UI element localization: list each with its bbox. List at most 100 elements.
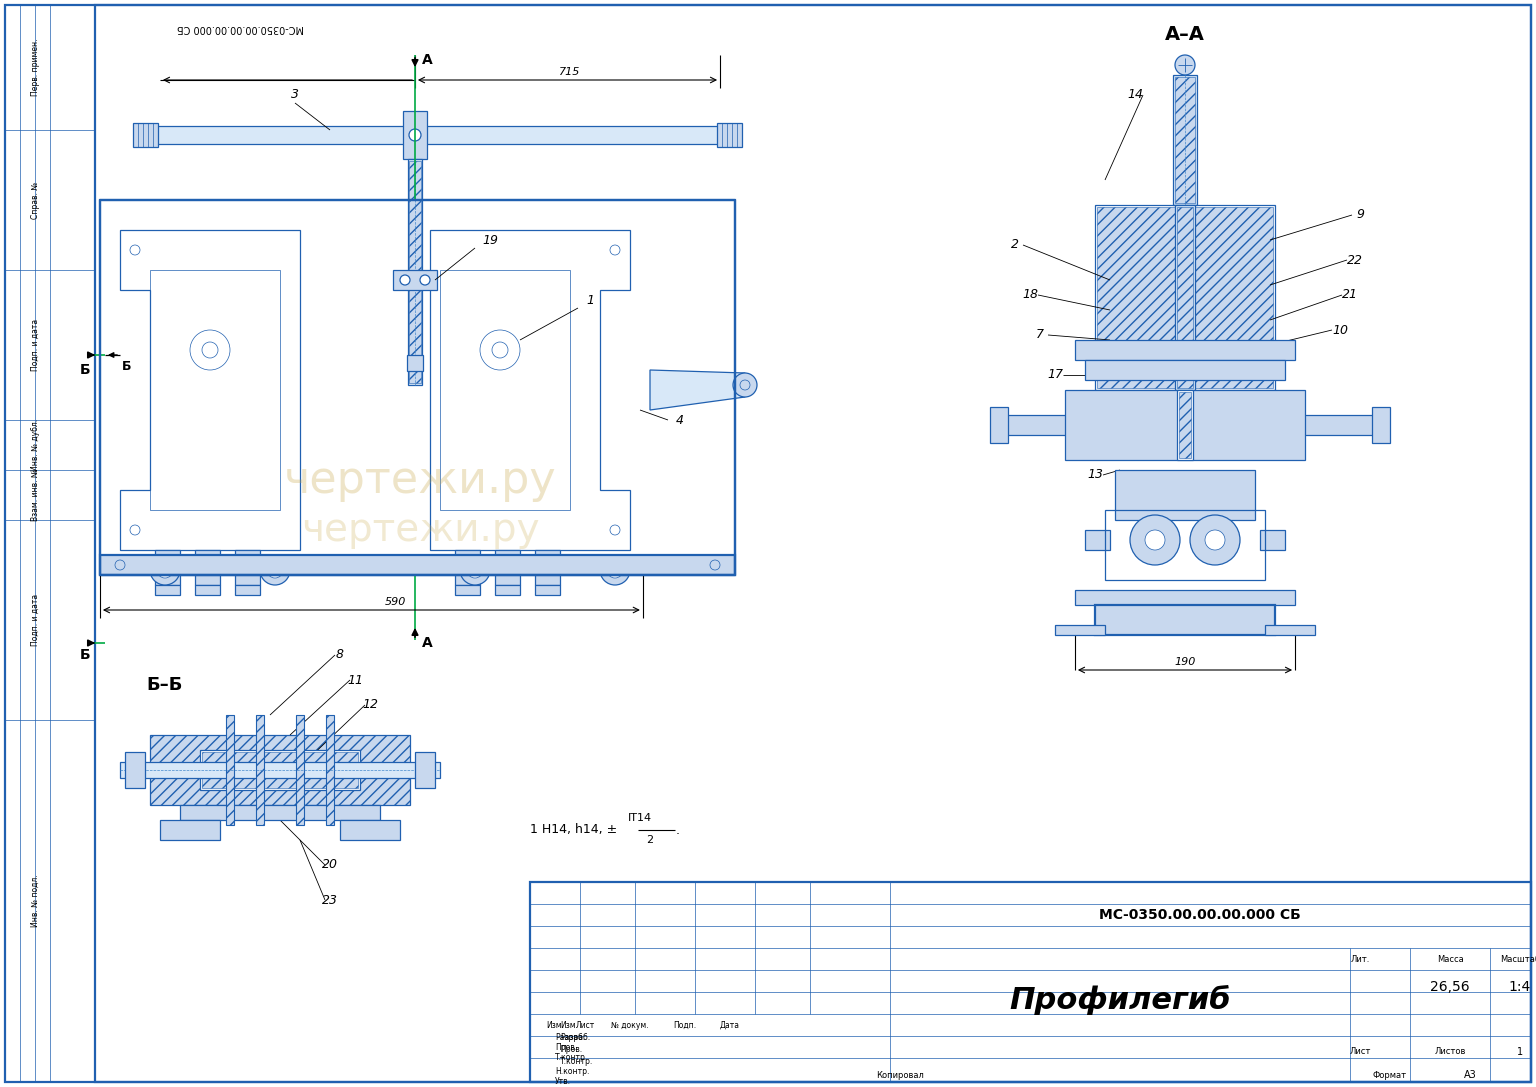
Text: Профилегиб: Профилегиб: [1009, 985, 1230, 1015]
Circle shape: [467, 562, 482, 578]
Text: 2: 2: [1011, 238, 1018, 251]
Text: Взам. инв. №: Взам. инв. №: [31, 470, 40, 521]
Bar: [1174, 75, 1197, 205]
Text: Т.контр.: Т.контр.: [561, 1057, 593, 1065]
Bar: [1175, 77, 1195, 203]
Circle shape: [607, 562, 624, 578]
Text: Подп. и дата: Подп. и дата: [31, 594, 40, 646]
Bar: [124, 752, 144, 788]
Text: 23: 23: [323, 894, 338, 907]
Text: 12: 12: [362, 699, 378, 712]
Bar: [495, 550, 521, 585]
Bar: [326, 715, 333, 825]
Text: 10: 10: [1332, 324, 1349, 337]
Bar: [120, 762, 439, 778]
Bar: [257, 715, 264, 825]
Bar: [535, 550, 561, 585]
Bar: [991, 407, 1008, 443]
Text: Изм.: Изм.: [561, 1021, 578, 1029]
Text: А: А: [421, 53, 432, 67]
Bar: [195, 550, 220, 585]
Bar: [134, 123, 158, 147]
Circle shape: [157, 562, 174, 578]
Circle shape: [1190, 515, 1240, 565]
Circle shape: [601, 555, 630, 585]
Bar: [160, 820, 220, 840]
Bar: [1055, 625, 1104, 635]
Bar: [455, 585, 479, 595]
Text: МС-0350.00.00.00.000 СБ: МС-0350.00.00.00.000 СБ: [177, 23, 304, 33]
Bar: [1177, 207, 1193, 388]
Text: Инв. № подл.: Инв. № подл.: [31, 875, 40, 927]
Bar: [1095, 205, 1275, 390]
Bar: [1095, 605, 1275, 635]
Text: IT14: IT14: [628, 813, 653, 823]
Text: Лист: Лист: [1349, 1048, 1370, 1057]
Text: Пров.: Пров.: [554, 1042, 578, 1051]
Text: 9: 9: [1356, 209, 1364, 222]
Text: 17: 17: [1048, 368, 1063, 382]
Circle shape: [267, 562, 283, 578]
Text: чертежи.ру: чертежи.ру: [284, 459, 556, 501]
Bar: [530, 882, 1531, 1082]
Text: Лит.: Лит.: [1350, 954, 1370, 963]
Text: Пров.: Пров.: [561, 1045, 582, 1053]
Bar: [235, 550, 260, 585]
Text: 1: 1: [587, 293, 594, 307]
Circle shape: [459, 555, 490, 585]
Text: Разраб.: Разраб.: [554, 1033, 585, 1041]
Circle shape: [419, 275, 430, 285]
Bar: [455, 550, 479, 585]
Text: Изм.: Изм.: [545, 1021, 564, 1029]
Bar: [535, 585, 561, 595]
Text: 13: 13: [1087, 468, 1103, 482]
Circle shape: [151, 555, 180, 585]
Bar: [235, 585, 260, 595]
Bar: [1064, 390, 1306, 460]
Bar: [1372, 407, 1390, 443]
Bar: [203, 752, 358, 788]
Text: 190: 190: [1175, 657, 1195, 667]
Circle shape: [733, 373, 757, 397]
Text: 8: 8: [336, 649, 344, 662]
Bar: [1175, 205, 1195, 390]
Bar: [393, 270, 438, 290]
Text: Подп. и дата: Подп. и дата: [31, 318, 40, 371]
Text: Б: Б: [80, 648, 91, 662]
Text: Утв.: Утв.: [554, 1076, 571, 1086]
Text: 19: 19: [482, 234, 498, 247]
Text: .: .: [676, 824, 680, 837]
Text: чертежи.ру: чертежи.ру: [301, 511, 539, 549]
Text: Б: Б: [80, 363, 91, 377]
Bar: [1177, 390, 1193, 460]
Bar: [407, 355, 422, 371]
Text: Дата: Дата: [720, 1021, 740, 1029]
Bar: [409, 161, 421, 383]
Circle shape: [1130, 515, 1180, 565]
Text: № докум.: № докум.: [611, 1021, 648, 1029]
Bar: [151, 270, 280, 510]
Text: 715: 715: [559, 67, 581, 77]
Bar: [1097, 207, 1273, 388]
Text: 26,56: 26,56: [1430, 980, 1470, 994]
Circle shape: [1144, 530, 1164, 550]
Text: 3: 3: [290, 88, 300, 101]
Text: 21: 21: [1342, 288, 1358, 301]
Text: Листов: Листов: [1435, 1048, 1465, 1057]
Bar: [1075, 590, 1295, 605]
Text: А3: А3: [1464, 1070, 1476, 1080]
Bar: [1084, 360, 1286, 380]
Circle shape: [399, 275, 410, 285]
Text: 14: 14: [1127, 88, 1143, 101]
Text: 590: 590: [384, 597, 406, 607]
Bar: [155, 585, 180, 595]
Text: 4: 4: [676, 413, 684, 426]
Bar: [1075, 340, 1295, 360]
Text: Б–Б: Б–Б: [147, 676, 183, 694]
Bar: [439, 270, 570, 510]
Text: 2: 2: [647, 835, 653, 845]
Bar: [100, 555, 736, 575]
Text: Лист: Лист: [576, 1021, 594, 1029]
Text: Масштаб: Масштаб: [1501, 954, 1536, 963]
Text: 7: 7: [1035, 328, 1044, 341]
